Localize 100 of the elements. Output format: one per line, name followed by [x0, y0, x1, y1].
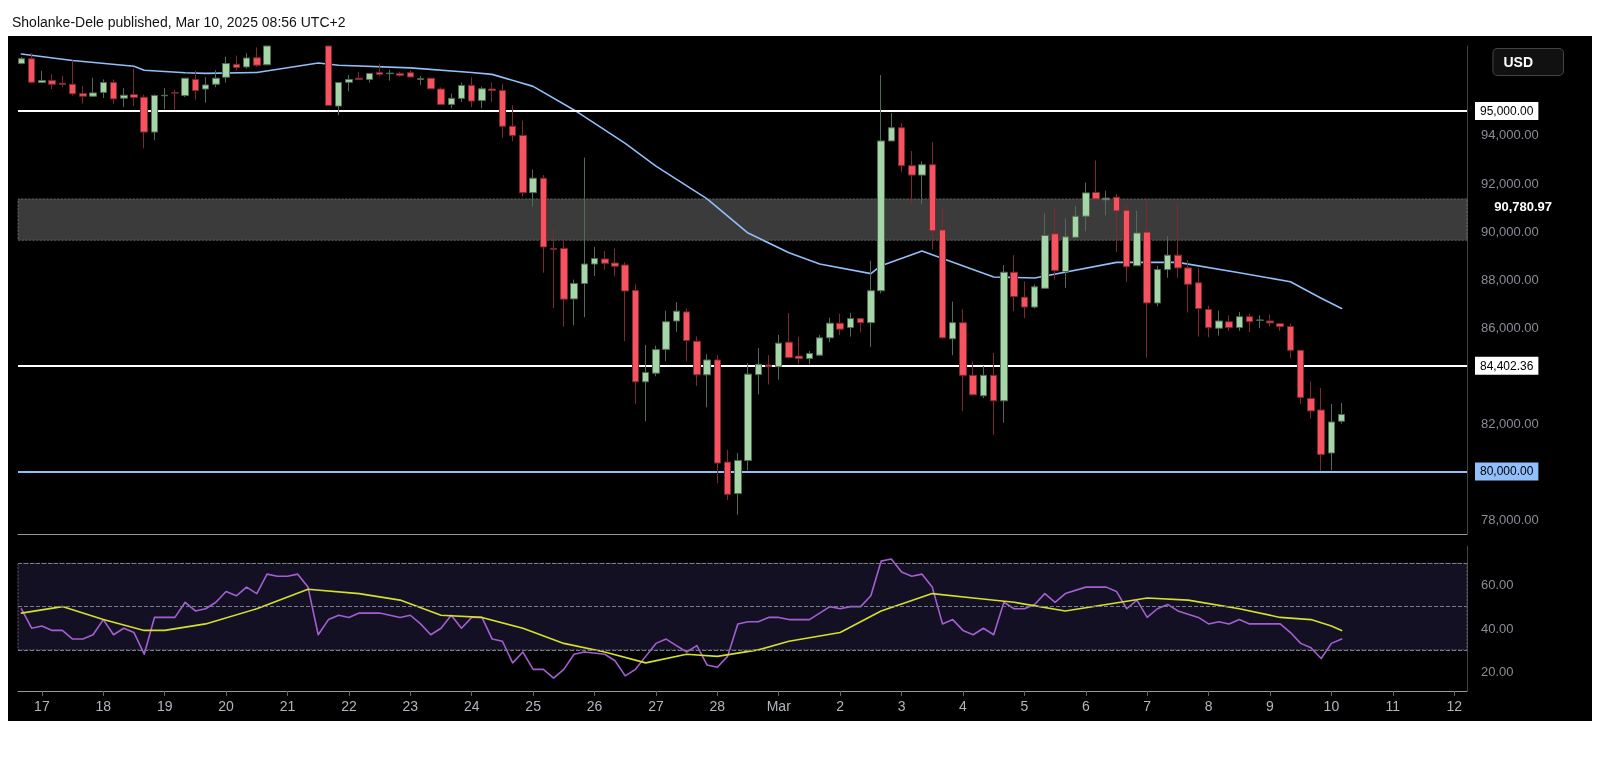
- candlestick: [448, 93, 455, 109]
- candlestick: [79, 85, 87, 105]
- x-tick-label: 4: [959, 698, 968, 714]
- candlestick: [1266, 314, 1274, 328]
- candlestick: [560, 240, 568, 328]
- y-tick-label: 88,000.00: [1481, 271, 1539, 287]
- candlestick: [1317, 387, 1325, 472]
- candlestick: [744, 362, 752, 471]
- y-tick-label: 78,000.00: [1481, 512, 1539, 528]
- candlestick: [253, 46, 261, 68]
- candlestick: [1010, 254, 1018, 312]
- candlestick: [1205, 305, 1212, 338]
- candlestick: [1236, 311, 1243, 332]
- ref-line-label: 80,000.00: [1480, 464, 1534, 479]
- candlestick: [140, 94, 148, 149]
- candlestick: [1082, 182, 1090, 232]
- y-tick-label: 90,000.00: [1481, 223, 1539, 239]
- candlestick: [376, 63, 383, 77]
- candlestick: [755, 347, 762, 395]
- candlestick: [714, 354, 721, 484]
- ref-line-label: 84,402.36: [1480, 358, 1534, 373]
- candlestick: [233, 55, 240, 71]
- x-tick-label: 11: [1385, 698, 1401, 714]
- candlestick: [1225, 314, 1233, 332]
- candlestick: [1133, 210, 1141, 267]
- candlestick: [867, 260, 875, 348]
- y-tick-label: 86,000.00: [1481, 319, 1539, 335]
- candlestick: [1062, 217, 1069, 289]
- candlestick: [550, 229, 557, 309]
- x-tick-label: 7: [1143, 698, 1152, 714]
- candlestick: [100, 78, 107, 99]
- candlestick: [89, 77, 97, 97]
- candlestick: [1215, 310, 1223, 337]
- candlestick: [18, 56, 25, 65]
- candlestick: [345, 74, 353, 92]
- candlestick: [48, 73, 56, 90]
- candlestick: [1297, 349, 1304, 405]
- candlestick: [38, 70, 46, 84]
- x-tick-label: 8: [1204, 698, 1213, 714]
- candlestick: [734, 452, 742, 516]
- x-tick-label: 23: [402, 698, 419, 714]
- y-tick-label: 60.00: [1481, 577, 1514, 593]
- candlestick: [120, 87, 128, 108]
- y-tick-label: 82,000.00: [1481, 415, 1539, 431]
- candlestick: [939, 206, 946, 340]
- candlestick: [417, 75, 424, 86]
- candlestick: [151, 94, 158, 141]
- candlestick: [161, 87, 168, 110]
- candlestick: [765, 354, 772, 385]
- candlestick: [570, 279, 578, 326]
- x-tick-label: 21: [279, 698, 296, 714]
- candlestick: [1123, 203, 1130, 283]
- candlestick: [59, 75, 66, 88]
- candlestick: [959, 308, 967, 412]
- candlestick: [990, 352, 997, 436]
- candlestick: [488, 82, 496, 103]
- x-tick-label: 25: [525, 698, 542, 714]
- candlestick: [1041, 213, 1049, 289]
- x-tick-label: Mar: [766, 698, 792, 714]
- candlestick: [581, 157, 588, 318]
- y-tick-label: 40.00: [1481, 620, 1514, 636]
- candlestick: [816, 334, 823, 357]
- candlestick: [396, 71, 404, 78]
- candlestick: [673, 301, 680, 333]
- candlestick: [212, 69, 220, 88]
- line-series: [20, 588, 1343, 664]
- line-series: [20, 53, 1343, 310]
- candlestick: [857, 318, 864, 333]
- candlestick: [1276, 323, 1284, 332]
- x-tick-label: 17: [34, 698, 50, 714]
- candlestick: [1338, 402, 1345, 425]
- candlestick: [243, 52, 250, 70]
- candlestick: [591, 246, 598, 277]
- candlestick: [458, 82, 465, 103]
- candlestick: [509, 104, 516, 142]
- candlestick: [621, 261, 629, 342]
- candlestick: [519, 120, 527, 197]
- x-tick-label: 2: [836, 698, 845, 714]
- candlestick: [918, 160, 926, 205]
- x-tick-label: 18: [95, 698, 112, 714]
- line-series: [20, 558, 1343, 679]
- candlestick: [785, 312, 793, 360]
- candlestick: [28, 52, 35, 84]
- candlestick: [1328, 403, 1335, 471]
- candlestick: [683, 308, 690, 362]
- candlestick: [499, 83, 506, 139]
- candlestick: [1072, 205, 1079, 239]
- x-tick-label: 10: [1323, 698, 1340, 714]
- candlestick: [1246, 313, 1253, 333]
- candlestick: [130, 68, 138, 107]
- candlestick: [437, 86, 445, 105]
- candlestick: [632, 283, 639, 405]
- candlestick: [540, 174, 547, 274]
- candlestick: [652, 345, 660, 377]
- candlestick: [898, 122, 905, 173]
- candlestick: [171, 89, 179, 111]
- candlestick: [1051, 206, 1059, 281]
- y-tick-label: 94,000.00: [1481, 127, 1539, 143]
- candlestick: [478, 85, 486, 109]
- candlestick: [611, 248, 619, 277]
